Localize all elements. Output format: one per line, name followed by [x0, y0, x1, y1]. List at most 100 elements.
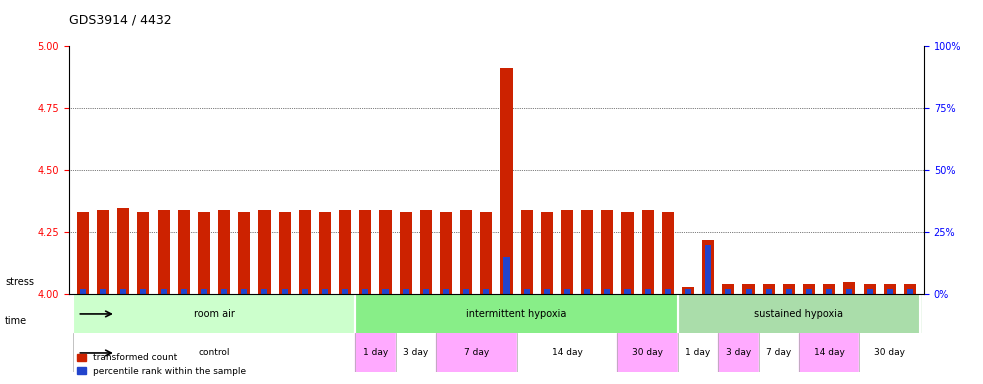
Bar: [363, 290, 369, 295]
Bar: [500, 68, 512, 295]
Text: stress: stress: [5, 277, 34, 287]
Bar: [624, 290, 630, 295]
Bar: [859, 333, 920, 372]
Bar: [705, 245, 712, 295]
Bar: [826, 290, 833, 295]
Bar: [799, 333, 859, 372]
Bar: [766, 290, 772, 295]
Text: 30 day: 30 day: [632, 348, 664, 358]
Bar: [678, 295, 920, 333]
Bar: [843, 282, 855, 295]
Bar: [160, 290, 167, 295]
Bar: [138, 212, 149, 295]
Bar: [443, 290, 449, 295]
Bar: [581, 210, 593, 295]
Bar: [503, 257, 509, 295]
Bar: [617, 333, 678, 372]
Bar: [382, 290, 388, 295]
Bar: [867, 290, 873, 295]
Bar: [803, 285, 815, 295]
Bar: [278, 212, 291, 295]
Bar: [863, 285, 876, 295]
Bar: [120, 290, 126, 295]
Text: 30 day: 30 day: [874, 348, 905, 358]
Bar: [157, 210, 170, 295]
Bar: [602, 210, 613, 295]
Text: sustained hypoxia: sustained hypoxia: [755, 309, 843, 319]
Bar: [318, 212, 331, 295]
Bar: [403, 290, 409, 295]
Bar: [524, 290, 530, 295]
Bar: [584, 290, 590, 295]
Bar: [544, 290, 549, 295]
Text: time: time: [5, 316, 28, 326]
Bar: [73, 295, 355, 333]
Bar: [77, 212, 89, 295]
Bar: [221, 290, 227, 295]
Bar: [541, 212, 552, 295]
Bar: [355, 333, 395, 372]
Bar: [785, 290, 792, 295]
Bar: [742, 285, 755, 295]
Text: room air: room air: [194, 309, 235, 319]
Bar: [806, 290, 812, 295]
Bar: [719, 333, 759, 372]
Bar: [178, 210, 190, 295]
Bar: [723, 285, 734, 295]
Text: 3 day: 3 day: [403, 348, 429, 358]
Bar: [685, 290, 691, 295]
Bar: [97, 210, 109, 295]
Bar: [521, 210, 533, 295]
Bar: [605, 290, 610, 295]
Text: 3 day: 3 day: [725, 348, 751, 358]
Text: 1 day: 1 day: [685, 348, 711, 358]
Bar: [642, 210, 654, 295]
Bar: [420, 210, 432, 295]
Bar: [141, 290, 146, 295]
Bar: [218, 210, 230, 295]
Bar: [117, 207, 130, 295]
Bar: [561, 210, 573, 295]
Bar: [846, 290, 852, 295]
Bar: [682, 287, 694, 295]
Bar: [259, 210, 270, 295]
Text: 14 day: 14 day: [814, 348, 844, 358]
Bar: [745, 290, 752, 295]
Text: intermittent hypoxia: intermittent hypoxia: [466, 309, 567, 319]
Bar: [423, 290, 429, 295]
Bar: [484, 290, 490, 295]
Bar: [359, 210, 372, 295]
Bar: [887, 290, 893, 295]
Text: 14 day: 14 day: [551, 348, 583, 358]
Bar: [302, 290, 308, 295]
Bar: [763, 285, 775, 295]
Bar: [823, 285, 836, 295]
Bar: [342, 290, 348, 295]
Bar: [238, 212, 251, 295]
Bar: [299, 210, 311, 295]
Bar: [100, 290, 106, 295]
Bar: [395, 333, 435, 372]
Text: 1 day: 1 day: [363, 348, 388, 358]
Text: 7 day: 7 day: [766, 348, 791, 358]
Bar: [198, 212, 210, 295]
Bar: [73, 333, 355, 372]
Text: GDS3914 / 4432: GDS3914 / 4432: [69, 14, 171, 27]
Bar: [678, 333, 719, 372]
Bar: [517, 333, 617, 372]
Bar: [725, 290, 731, 295]
Bar: [339, 210, 351, 295]
Bar: [435, 333, 517, 372]
Bar: [463, 290, 469, 295]
Bar: [281, 290, 288, 295]
Bar: [440, 212, 452, 295]
Bar: [645, 290, 651, 295]
Bar: [379, 210, 391, 295]
Bar: [564, 290, 570, 295]
Bar: [261, 290, 267, 295]
Bar: [662, 212, 674, 295]
Bar: [782, 285, 795, 295]
Bar: [903, 285, 916, 295]
Bar: [759, 333, 799, 372]
Bar: [322, 290, 328, 295]
